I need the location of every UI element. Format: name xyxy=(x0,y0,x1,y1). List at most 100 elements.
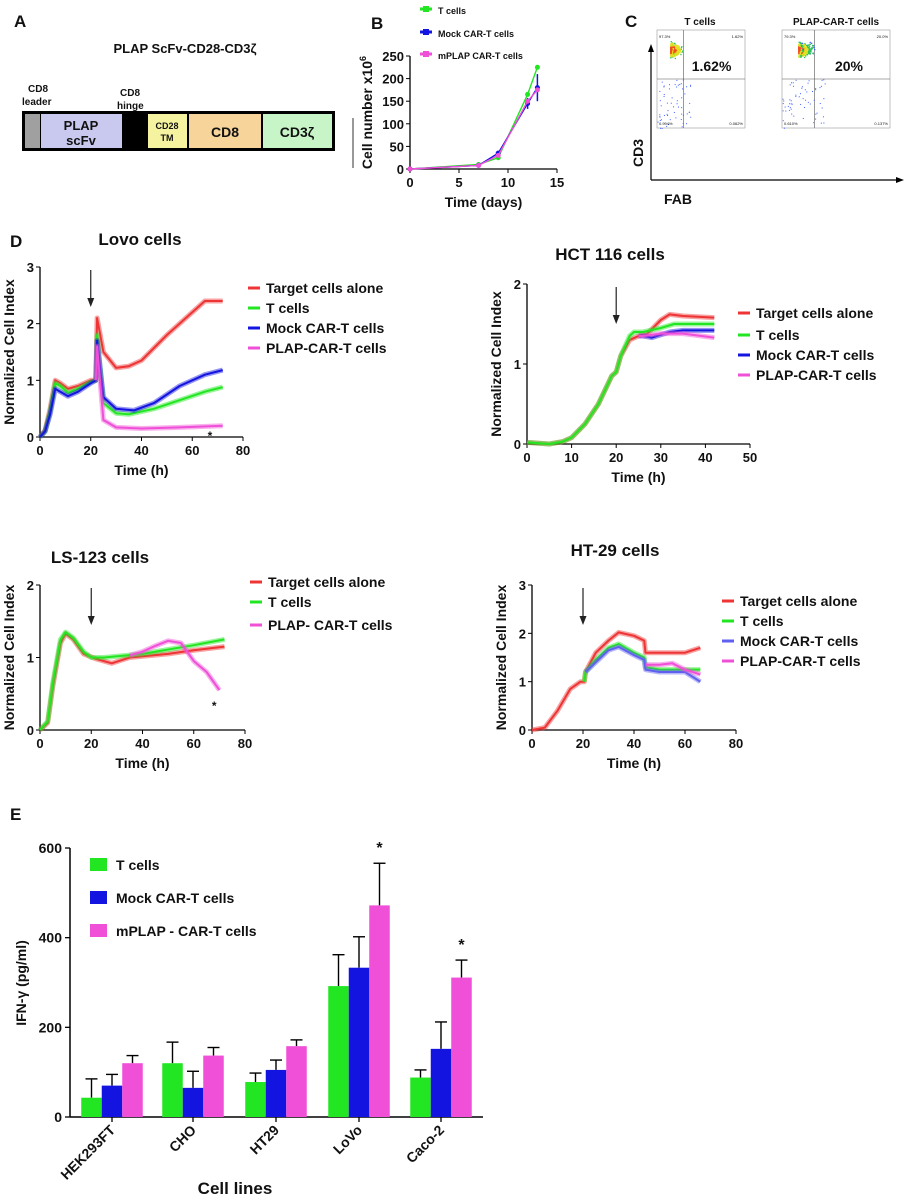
arrow-down-icon xyxy=(87,298,95,307)
event-dot xyxy=(804,89,806,91)
bar-CHO-2 xyxy=(203,1055,224,1117)
legend-label: mPLAP CAR-T cells xyxy=(438,51,523,61)
quadrant-q4-label: 0.610% xyxy=(784,121,798,126)
event-dot xyxy=(804,107,806,109)
quadrant-q3-label: 0.137% xyxy=(874,121,888,126)
line-chart-D1: 0 20 40 60 80 0 1 2 3 Time (h) Normalized Cell Ind… xyxy=(1,230,387,478)
event-dot xyxy=(678,45,680,48)
y-tick-label: 2 xyxy=(519,626,526,641)
event-dot xyxy=(673,42,676,45)
event-dot xyxy=(673,106,675,108)
event-dot xyxy=(666,113,668,115)
y-tick-label: 1 xyxy=(27,373,34,388)
event-dot xyxy=(674,53,676,55)
legend-label: PLAP-CAR-T cells xyxy=(266,340,387,356)
event-dot xyxy=(690,116,692,118)
event-dot xyxy=(670,46,672,48)
event-dot xyxy=(666,102,668,104)
event-dot xyxy=(677,47,679,49)
x-tick-label: 15 xyxy=(550,175,564,190)
series-line-2 xyxy=(584,645,701,683)
event-dot xyxy=(790,103,792,105)
legend-label: Target cells alone xyxy=(268,574,385,590)
x-axis-label: Time (days) xyxy=(445,194,523,210)
flow-plot-2: 20% 79.3% 20.0% 0.610% 0.137% xyxy=(781,29,891,129)
event-dot xyxy=(672,43,675,45)
event-dot xyxy=(803,47,805,49)
segment-leader xyxy=(25,114,40,148)
event-dot xyxy=(673,50,675,52)
event-dot xyxy=(801,45,803,47)
event-dot xyxy=(824,83,826,85)
event-dot xyxy=(675,49,677,52)
x-tick-label: 0 xyxy=(406,175,413,190)
event-dot xyxy=(809,52,812,55)
event-dot xyxy=(675,53,677,55)
event-dot xyxy=(676,79,678,81)
event-dot xyxy=(799,56,802,58)
event-dot xyxy=(666,125,668,127)
event-dot xyxy=(671,44,673,47)
legend-label: PLAP- CAR-T cells xyxy=(268,617,393,633)
x-tick-label: 20 xyxy=(576,736,590,751)
quadrant-q2-label: 20.0% xyxy=(877,34,889,39)
event-dot xyxy=(807,50,810,53)
event-dot xyxy=(782,120,784,122)
event-dot xyxy=(811,90,813,92)
legend-item: PLAP-CAR-T cells xyxy=(722,653,861,669)
event-dot xyxy=(800,48,803,51)
event-dot xyxy=(673,45,675,47)
bar-HT29-1 xyxy=(265,1069,287,1117)
legend-label: Mock CAR-T cells xyxy=(756,347,874,363)
y-axis-label: IFN-γ (pg/ml) xyxy=(13,940,29,1026)
event-dot xyxy=(670,57,672,59)
event-dot xyxy=(806,45,808,47)
event-dot xyxy=(800,43,802,45)
event-dot xyxy=(799,47,801,50)
event-dot xyxy=(660,119,662,121)
x-tick-label: 20 xyxy=(84,736,98,751)
significance-asterisk: * xyxy=(208,429,213,443)
event-dot xyxy=(659,100,661,102)
event-dot xyxy=(674,52,677,54)
y-tick-label: 600 xyxy=(39,840,63,856)
event-dot xyxy=(675,52,677,54)
event-dot xyxy=(681,97,683,99)
bar-HT29-0 xyxy=(245,1082,266,1117)
legend-item: T cells xyxy=(250,594,312,610)
event-dot xyxy=(672,42,674,45)
event-dot xyxy=(679,52,681,54)
event-dot xyxy=(682,123,684,125)
event-dot xyxy=(803,56,806,59)
event-dot xyxy=(675,46,677,49)
legend-item: Target cells alone xyxy=(250,574,385,590)
event-dot xyxy=(673,46,676,49)
event-dot xyxy=(680,48,682,50)
flow-cytometry-panel: CD3 FAB T cells PLAP-CAR-T cells 1.62% 97… xyxy=(630,17,904,207)
legend-label: T cells xyxy=(438,6,466,16)
segment-cd3z xyxy=(263,114,332,148)
segment-tm xyxy=(148,114,187,148)
event-dot xyxy=(798,55,800,57)
event-dot xyxy=(785,110,787,112)
event-dot xyxy=(814,48,816,51)
event-dot xyxy=(803,49,805,51)
legend-item: Target cells alone xyxy=(738,305,873,321)
x-axis-label: Time (h) xyxy=(115,755,169,771)
bar-HEK293FT-1 xyxy=(101,1085,123,1117)
event-dot xyxy=(807,101,809,103)
series-line-3 xyxy=(638,332,715,339)
arrow-down-icon xyxy=(612,315,620,324)
event-dot xyxy=(800,42,803,44)
series-band-1 xyxy=(526,321,715,447)
x-tick-label: 60 xyxy=(185,443,199,458)
event-dot xyxy=(677,46,680,48)
event-dot xyxy=(675,44,677,46)
data-point xyxy=(407,166,413,172)
event-dot xyxy=(661,81,663,83)
chart-title: HT-29 cells xyxy=(571,541,660,560)
event-dot xyxy=(801,54,803,57)
event-dot xyxy=(670,44,672,46)
legend-item: Mock CAR-T cells xyxy=(90,890,234,906)
data-point xyxy=(534,87,540,93)
